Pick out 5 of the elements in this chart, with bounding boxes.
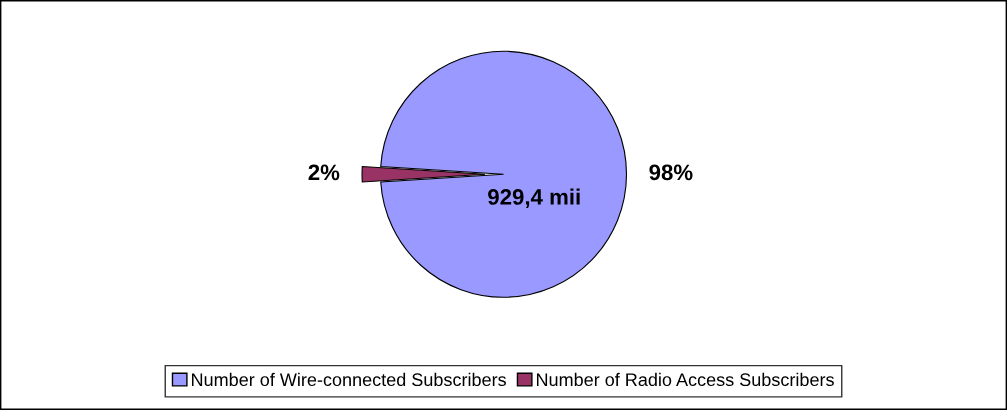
data-label: 98%: [649, 164, 693, 181]
legend-label: Number of Radio Access Subscribers: [536, 372, 834, 387]
legend-label: Number of Wire-connected Subscribers: [192, 372, 506, 387]
data-label: 2%: [308, 164, 340, 181]
text: 929,4 mii: [488, 188, 580, 209]
